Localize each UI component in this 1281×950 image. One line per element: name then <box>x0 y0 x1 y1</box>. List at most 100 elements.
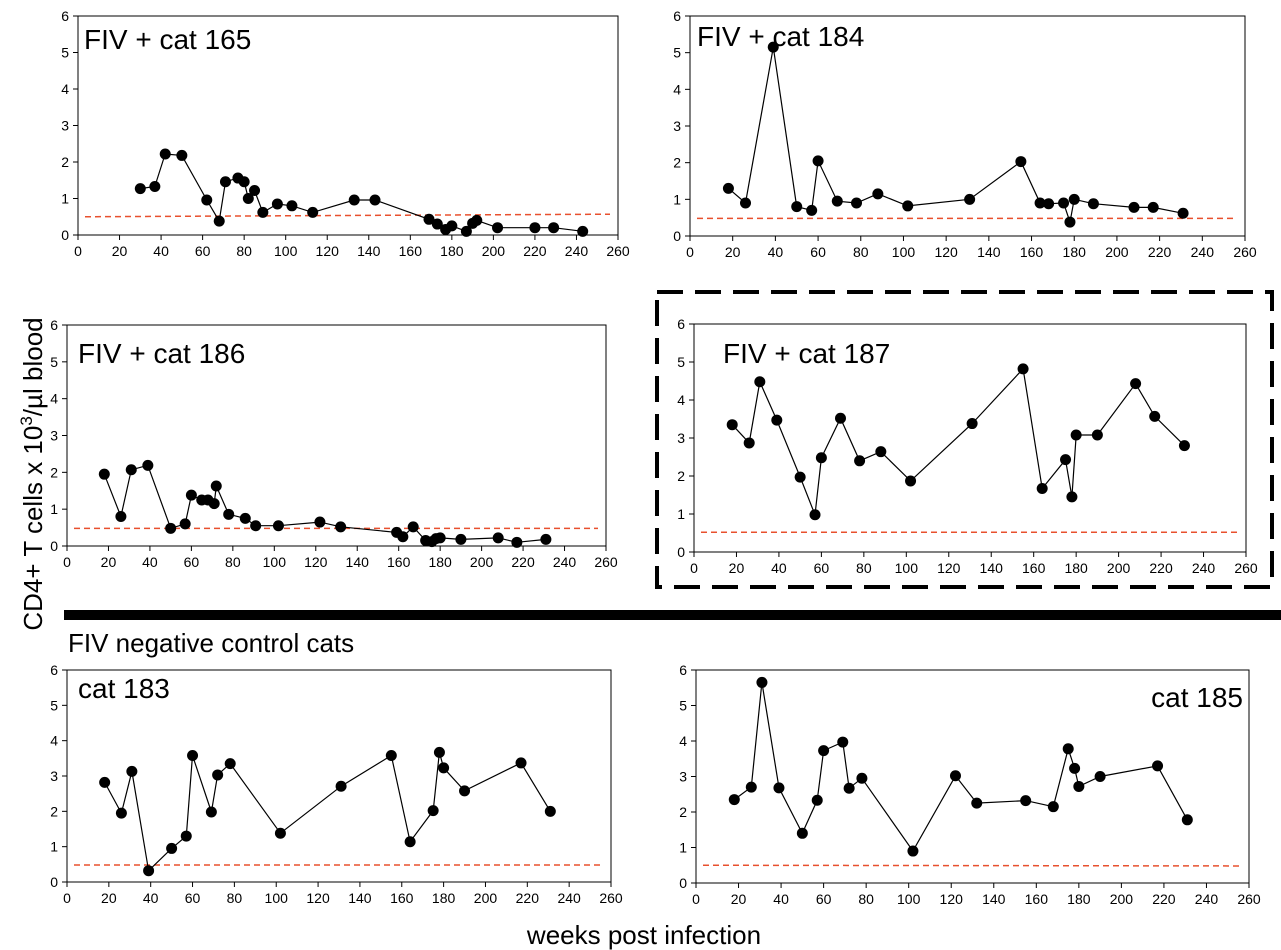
data-point <box>335 780 347 792</box>
data-point <box>756 676 768 688</box>
x-tick-label: 200 <box>470 554 494 570</box>
data-point <box>722 182 734 194</box>
data-point <box>460 225 472 237</box>
data-point <box>492 532 504 544</box>
threshold-line <box>702 864 1242 867</box>
x-tick-label: 20 <box>112 243 128 259</box>
data-point <box>529 222 541 234</box>
data-point <box>224 758 236 770</box>
x-tick-label: 160 <box>387 554 411 570</box>
data-point <box>210 480 222 492</box>
data-point <box>971 797 983 809</box>
x-tick-label: 80 <box>853 244 869 260</box>
data-point <box>1073 780 1085 792</box>
series-line <box>728 47 1184 225</box>
x-tick-label: 200 <box>1110 891 1134 907</box>
x-tick-label: 180 <box>428 554 452 570</box>
x-tick-label: 140 <box>357 243 381 259</box>
y-tick-label: 1 <box>50 839 58 855</box>
data-point <box>815 452 827 464</box>
data-point <box>856 772 868 784</box>
x-tick-label: 100 <box>263 554 287 570</box>
x-tick-label: 60 <box>184 554 200 570</box>
data-point <box>242 193 254 204</box>
panel-title: cat 183 <box>78 673 170 704</box>
y-tick-label: 6 <box>61 8 69 24</box>
x-tick-label: 60 <box>816 891 832 907</box>
data-point <box>176 149 188 161</box>
data-point <box>1147 201 1159 213</box>
data-point <box>854 455 866 467</box>
data-point <box>455 533 467 545</box>
data-point <box>205 806 217 818</box>
x-tick-label: 80 <box>227 890 243 906</box>
y-tick-label: 5 <box>679 698 687 714</box>
data-point <box>806 204 818 216</box>
y-tick-label: 2 <box>61 154 69 170</box>
data-point <box>165 522 177 534</box>
x-tick-label: 60 <box>814 560 830 576</box>
data-point <box>831 195 843 207</box>
x-tick-label: 240 <box>1192 560 1216 576</box>
data-point <box>1036 483 1048 495</box>
y-tick-label: 0 <box>61 227 69 243</box>
data-point <box>907 845 919 857</box>
data-point <box>369 194 381 206</box>
data-point <box>791 201 803 213</box>
x-tick-label: 220 <box>516 890 540 906</box>
data-point <box>249 184 261 196</box>
x-tick-label: 240 <box>553 554 577 570</box>
x-tick-label: 220 <box>511 554 535 570</box>
x-tick-label: 220 <box>1152 891 1176 907</box>
panel-title: FIV + cat 165 <box>84 24 251 55</box>
data-point <box>767 41 779 53</box>
data-point <box>812 155 824 167</box>
data-point <box>743 437 755 449</box>
data-point <box>1047 801 1059 813</box>
group-label-negative: FIV negative control cats <box>68 628 354 658</box>
x-tick-label: 140 <box>348 890 372 906</box>
y-tick-label: 4 <box>673 81 681 97</box>
data-point <box>238 176 250 188</box>
x-tick-label: 20 <box>731 891 747 907</box>
x-tick-label: 200 <box>1107 560 1131 576</box>
data-point <box>1017 363 1029 375</box>
y-tick-label: 5 <box>61 45 69 61</box>
y-tick-label: 1 <box>61 191 69 207</box>
x-tick-label: 140 <box>346 554 370 570</box>
y-tick-label: 2 <box>50 464 58 480</box>
data-point <box>134 183 146 195</box>
data-point <box>1130 378 1142 390</box>
x-tick-label: 260 <box>606 243 630 259</box>
x-tick-label: 240 <box>1195 891 1219 907</box>
data-point <box>423 213 435 225</box>
y-tick-label: 3 <box>50 768 58 784</box>
x-tick-label: 0 <box>63 890 71 906</box>
data-point <box>1094 771 1106 782</box>
data-point <box>548 222 560 234</box>
data-point <box>272 520 284 532</box>
x-tick-label: 200 <box>482 243 506 259</box>
data-point <box>433 746 445 758</box>
data-point <box>949 770 961 782</box>
data-point <box>125 464 137 476</box>
x-tick-label: 240 <box>1191 244 1215 260</box>
data-point <box>471 214 483 226</box>
data-point <box>728 794 740 806</box>
x-tick-label: 40 <box>773 891 789 907</box>
data-point <box>1128 201 1140 213</box>
data-point <box>964 193 976 205</box>
x-tick-label: 120 <box>304 554 328 570</box>
data-point <box>223 508 235 520</box>
y-tick-label: 3 <box>679 769 687 785</box>
data-point <box>1015 156 1027 168</box>
x-tick-label: 260 <box>1233 244 1257 260</box>
y-tick-label: 6 <box>677 316 685 332</box>
x-tick-label: 80 <box>856 560 872 576</box>
data-point <box>274 827 286 839</box>
data-point <box>1149 410 1161 422</box>
x-tick-label: 160 <box>1022 560 1046 576</box>
